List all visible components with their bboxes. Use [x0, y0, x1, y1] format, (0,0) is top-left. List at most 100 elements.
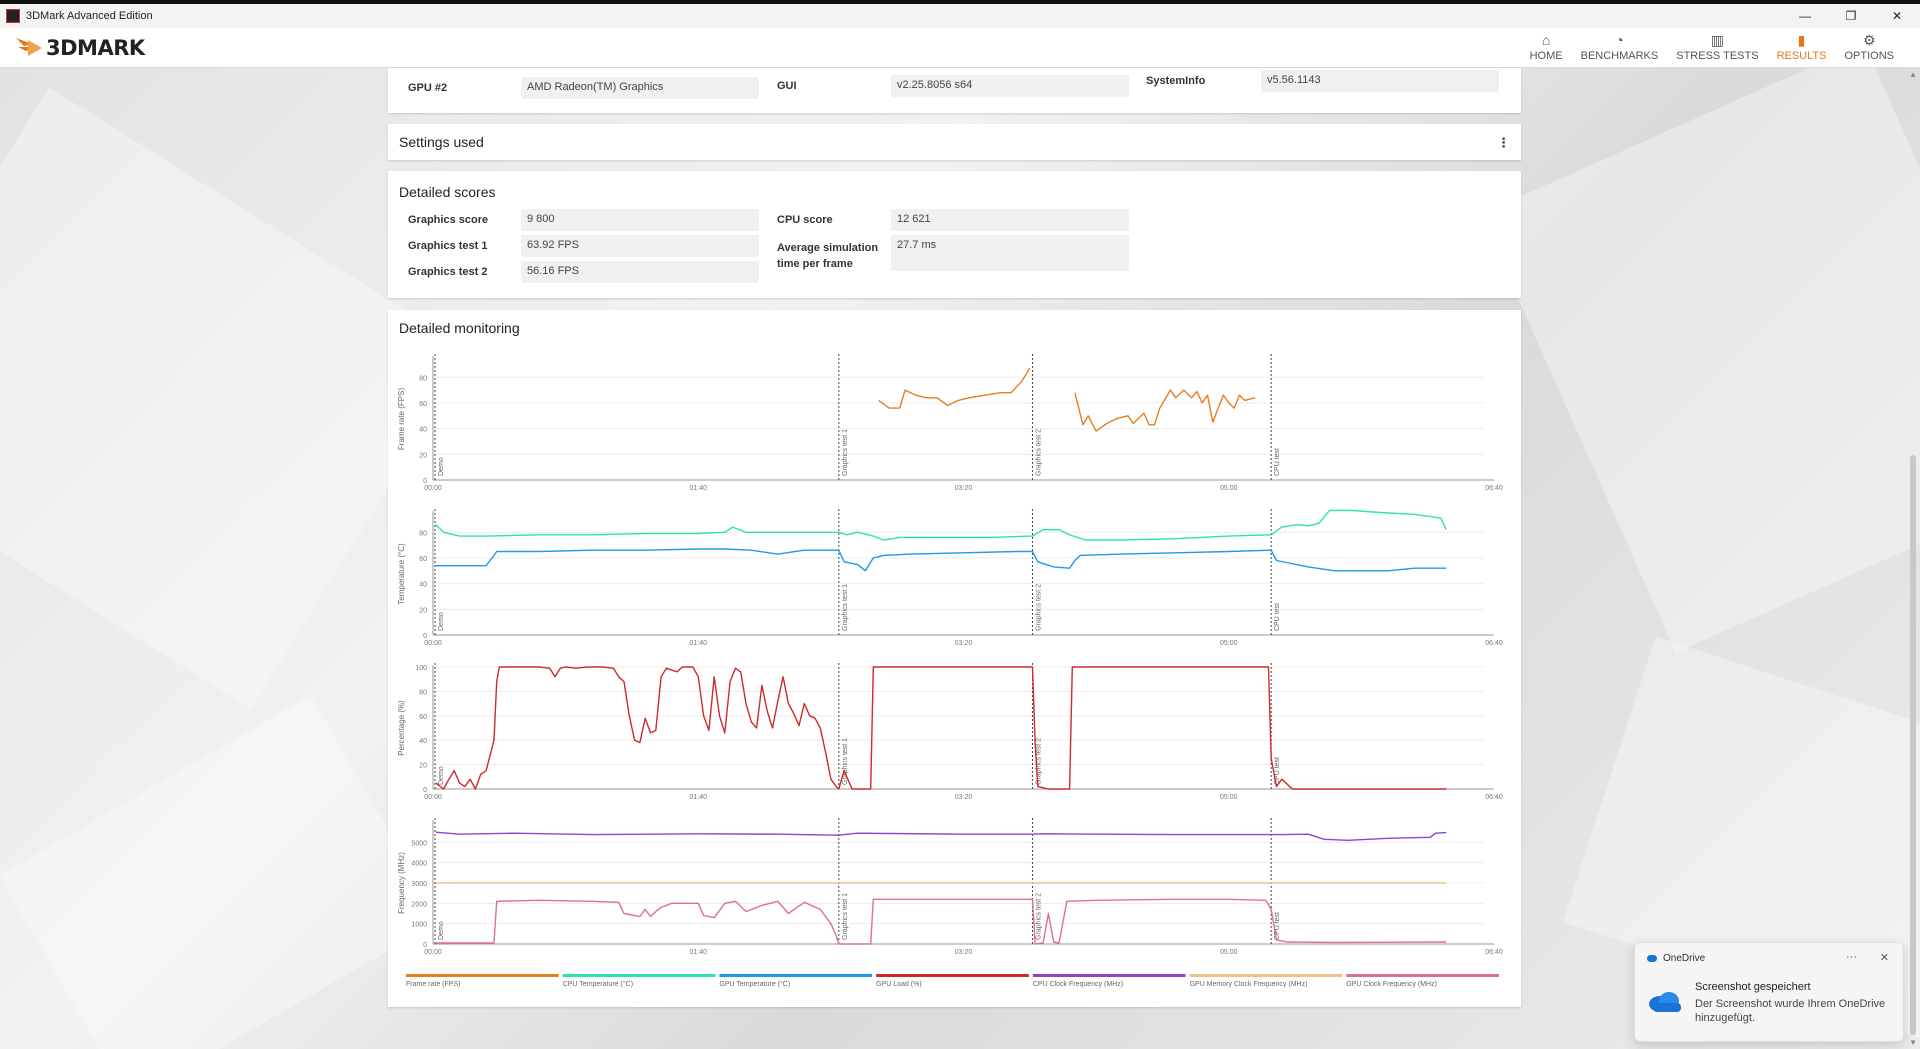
scrollbar-thumb[interactable] [1910, 455, 1916, 1035]
y-tick-label: 40 [419, 427, 427, 434]
nav-options[interactable]: ⚙ OPTIONS [1844, 28, 1894, 68]
x-tick-label: 01:40 [689, 949, 707, 956]
phase-marker-label: Demo [438, 612, 445, 631]
settings-used-card[interactable]: Settings used ⋮ [388, 124, 1521, 160]
monitoring-title: Detailed monitoring [399, 320, 520, 336]
y-tick-label: 20 [419, 763, 427, 770]
series-line-frame-rate-fps- [1074, 389, 1256, 432]
app-icon [6, 9, 20, 23]
bars-icon: ▥ [1710, 32, 1725, 48]
phase-marker-label: Graphics test 2 [1035, 429, 1042, 476]
legend-label: Frame rate (FPS) [406, 981, 460, 988]
scroll-up-icon[interactable]: ▲ [1909, 70, 1917, 79]
x-tick-label: 03:20 [955, 640, 973, 647]
nav-label: RESULTS [1776, 50, 1827, 62]
detailed-scores-card: Detailed scores Graphics score 9 800 Gra… [388, 171, 1521, 298]
y-tick-label: 60 [419, 401, 427, 408]
close-window-button[interactable]: ✕ [1891, 9, 1903, 23]
scroll-down-icon[interactable]: ▼ [1909, 1038, 1917, 1047]
systeminfo-value: v5.56.1143 [1261, 70, 1499, 92]
nav-label: OPTIONS [1844, 50, 1894, 62]
nav-label: STRESS TESTS [1676, 50, 1759, 62]
series-line-frame-rate-fps- [878, 367, 1031, 409]
legend-swatch [719, 974, 873, 977]
y-tick-label: 60 [419, 714, 427, 721]
nav-benchmarks[interactable]: ◔ BENCHMARKS [1581, 28, 1659, 68]
notification-body: Der Screenshot wurde Ihrem OneDrive hinz… [1695, 998, 1886, 1024]
window-titlebar: 3DMark Advanced Edition — ❐ ✕ [0, 0, 1920, 28]
onedrive-cloud-icon [1649, 992, 1681, 1012]
phase-marker-label: Graphics test 1 [842, 429, 849, 476]
y-tick-label: 4000 [411, 861, 427, 868]
notification-title: Screenshot gespeichert [1695, 981, 1811, 993]
legend-swatch [1189, 974, 1343, 977]
cpu-score-value: 12 621 [891, 209, 1129, 231]
home-icon: ⌂ [1541, 32, 1551, 48]
more-options-icon[interactable]: ⋮ [1497, 135, 1510, 150]
x-tick-label: 05:00 [1220, 949, 1238, 956]
notification-more-icon[interactable]: ··· [1846, 951, 1857, 963]
restore-button[interactable]: ❐ [1845, 9, 1857, 23]
y-axis-label: Frequency (MHz) [397, 852, 406, 914]
x-tick-label: 00:00 [424, 640, 442, 647]
y-tick-label: 20 [419, 452, 427, 459]
minimize-button[interactable]: — [1799, 9, 1811, 23]
gauge-icon: ◔ [1615, 32, 1624, 48]
avg-sim-time-label: Average simulation time per frame [777, 242, 879, 270]
y-tick-label: 1000 [411, 922, 427, 929]
3dmark-logo[interactable]: 3DMARK [14, 31, 145, 65]
y-tick-label: 20 [419, 607, 427, 614]
avg-sim-time-value: 27.7 ms [891, 235, 1129, 271]
phase-marker-label: Demo [438, 457, 445, 476]
gpu2-label: GPU #2 [408, 82, 448, 94]
app-header: 3DMARK ⌂ HOME ◔ BENCHMARKS ▥ STRESS TESTS ▮ RES… [0, 28, 1920, 68]
x-tick-label: 01:40 [689, 794, 707, 801]
nav-stress-tests[interactable]: ▥ STRESS TESTS [1676, 28, 1758, 68]
nav-home[interactable]: ⌂ HOME [1530, 28, 1563, 68]
nav-results[interactable]: ▮ RESULTS [1777, 28, 1827, 68]
monitoring-chart: 0 20 40 60 80 00:00 01:40 03:20 05:00 06:40 Frame … [397, 354, 1503, 988]
window-controls: — ❐ ✕ [1782, 4, 1920, 28]
gear-icon: ⚙ [1862, 32, 1876, 48]
notification-app: OneDrive [1647, 953, 1705, 964]
main-nav: ⌂ HOME ◔ BENCHMARKS ▥ STRESS TESTS ▮ RESULTS ⚙ OP… [1512, 28, 1894, 68]
phase-marker-label: Graphics test 2 [1035, 893, 1042, 940]
phase-marker-label: Demo [438, 766, 445, 785]
graphics-score-label: Graphics score [408, 214, 489, 226]
y-tick-label: 100 [415, 665, 427, 672]
phase-marker-label: Graphics test 2 [1035, 584, 1042, 631]
x-tick-label: 03:20 [955, 794, 973, 801]
y-tick-label: 80 [419, 530, 427, 537]
legend-swatch [1346, 974, 1499, 977]
notification-close-icon[interactable]: ✕ [1879, 952, 1889, 964]
graphics-test2-label: Graphics test 2 [408, 266, 488, 278]
series-line-gpu-load- [435, 666, 1447, 790]
x-tick-label: 05:00 [1220, 485, 1238, 492]
y-tick-label: 0 [423, 478, 427, 485]
gpu2-value: AMD Radeon(TM) Graphics [521, 77, 759, 99]
page-scrollbar[interactable]: ▲ ▼ [1908, 68, 1918, 1049]
onedrive-small-icon [1647, 955, 1657, 962]
x-tick-label: 00:00 [424, 485, 442, 492]
y-axis-label: Frame rate (FPS) [397, 388, 406, 451]
onedrive-notification[interactable]: OneDrive ··· ✕ Screenshot gespeichert De… [1634, 942, 1904, 1042]
phase-marker-label: CPU test [1274, 912, 1281, 940]
phase-marker-label: CPU test [1274, 757, 1281, 785]
logo-mark-icon [16, 38, 42, 58]
graphics-score-value: 9 800 [521, 209, 759, 231]
x-tick-label: 06:40 [1485, 794, 1503, 801]
x-tick-label: 00:00 [424, 949, 442, 956]
x-tick-label: 03:20 [955, 485, 973, 492]
systeminfo-label: SystemInfo [1146, 75, 1206, 87]
x-tick-label: 01:40 [689, 485, 707, 492]
legend-swatch [562, 974, 716, 977]
y-tick-label: 60 [419, 556, 427, 563]
phase-marker-label: CPU test [1274, 603, 1281, 631]
x-tick-label: 05:00 [1220, 640, 1238, 647]
settings-title: Settings used [399, 134, 484, 150]
legend-label: GPU Clock Frequency (MHz) [1346, 981, 1437, 988]
y-tick-label: 40 [419, 582, 427, 589]
y-tick-label: 3000 [411, 881, 427, 888]
graphics-test1-label: Graphics test 1 [408, 240, 488, 252]
window-title: 3DMark Advanced Edition [26, 10, 153, 22]
